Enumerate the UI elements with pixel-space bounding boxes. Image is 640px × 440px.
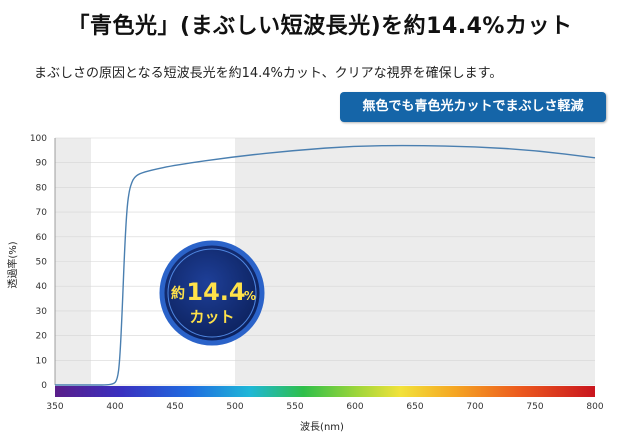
subline: まぶしさの原因となる短波長光を約14.4%カット、クリアな視界を確保します。 [34, 66, 503, 81]
x-tick-label: 650 [406, 402, 423, 412]
x-tick-label: 750 [526, 402, 543, 412]
feature-badge: 無色でも青色光カットでまぶしさ軽減 [340, 92, 606, 122]
callout-circle [159, 240, 265, 346]
x-tick-label: 500 [226, 402, 243, 412]
callout-value: 14.4 [186, 278, 245, 306]
y-tick-label: 50 [36, 258, 48, 268]
x-axis-label: 波長(nm) [300, 420, 344, 433]
x-tick-label: 450 [166, 402, 183, 412]
callout-unit: % [244, 289, 256, 303]
x-tick-label: 700 [466, 402, 483, 412]
cut-callout: 約 14.4 % カット [159, 240, 265, 346]
y-tick-label: 30 [36, 307, 48, 317]
y-tick-label: 10 [36, 356, 48, 366]
callout-ring [167, 248, 257, 338]
x-tick-label: 350 [46, 402, 63, 412]
x-tick-label: 800 [586, 402, 603, 412]
x-tick-label: 550 [286, 402, 303, 412]
y-tick-label: 70 [36, 208, 48, 218]
spectrum-bar [55, 386, 595, 397]
y-axis-label: 透過率(%) [6, 241, 19, 288]
y-tick-label: 100 [30, 134, 47, 144]
y-tick-label: 20 [36, 332, 48, 342]
transmittance-curve [55, 144, 596, 386]
callout-prefix: 約 [171, 285, 185, 302]
y-tick-label: 0 [41, 381, 47, 391]
y-tick-label: 90 [36, 159, 48, 169]
y-tick-label: 80 [36, 183, 48, 193]
x-tick-label: 400 [106, 402, 123, 412]
x-tick-label: 600 [346, 402, 363, 412]
y-tick-label: 40 [36, 282, 48, 292]
y-tick-label: 60 [36, 233, 48, 243]
callout-label: カット [189, 308, 234, 326]
headline: 「青色光」(まぶしい短波長光)を約14.4%カット [67, 14, 573, 39]
